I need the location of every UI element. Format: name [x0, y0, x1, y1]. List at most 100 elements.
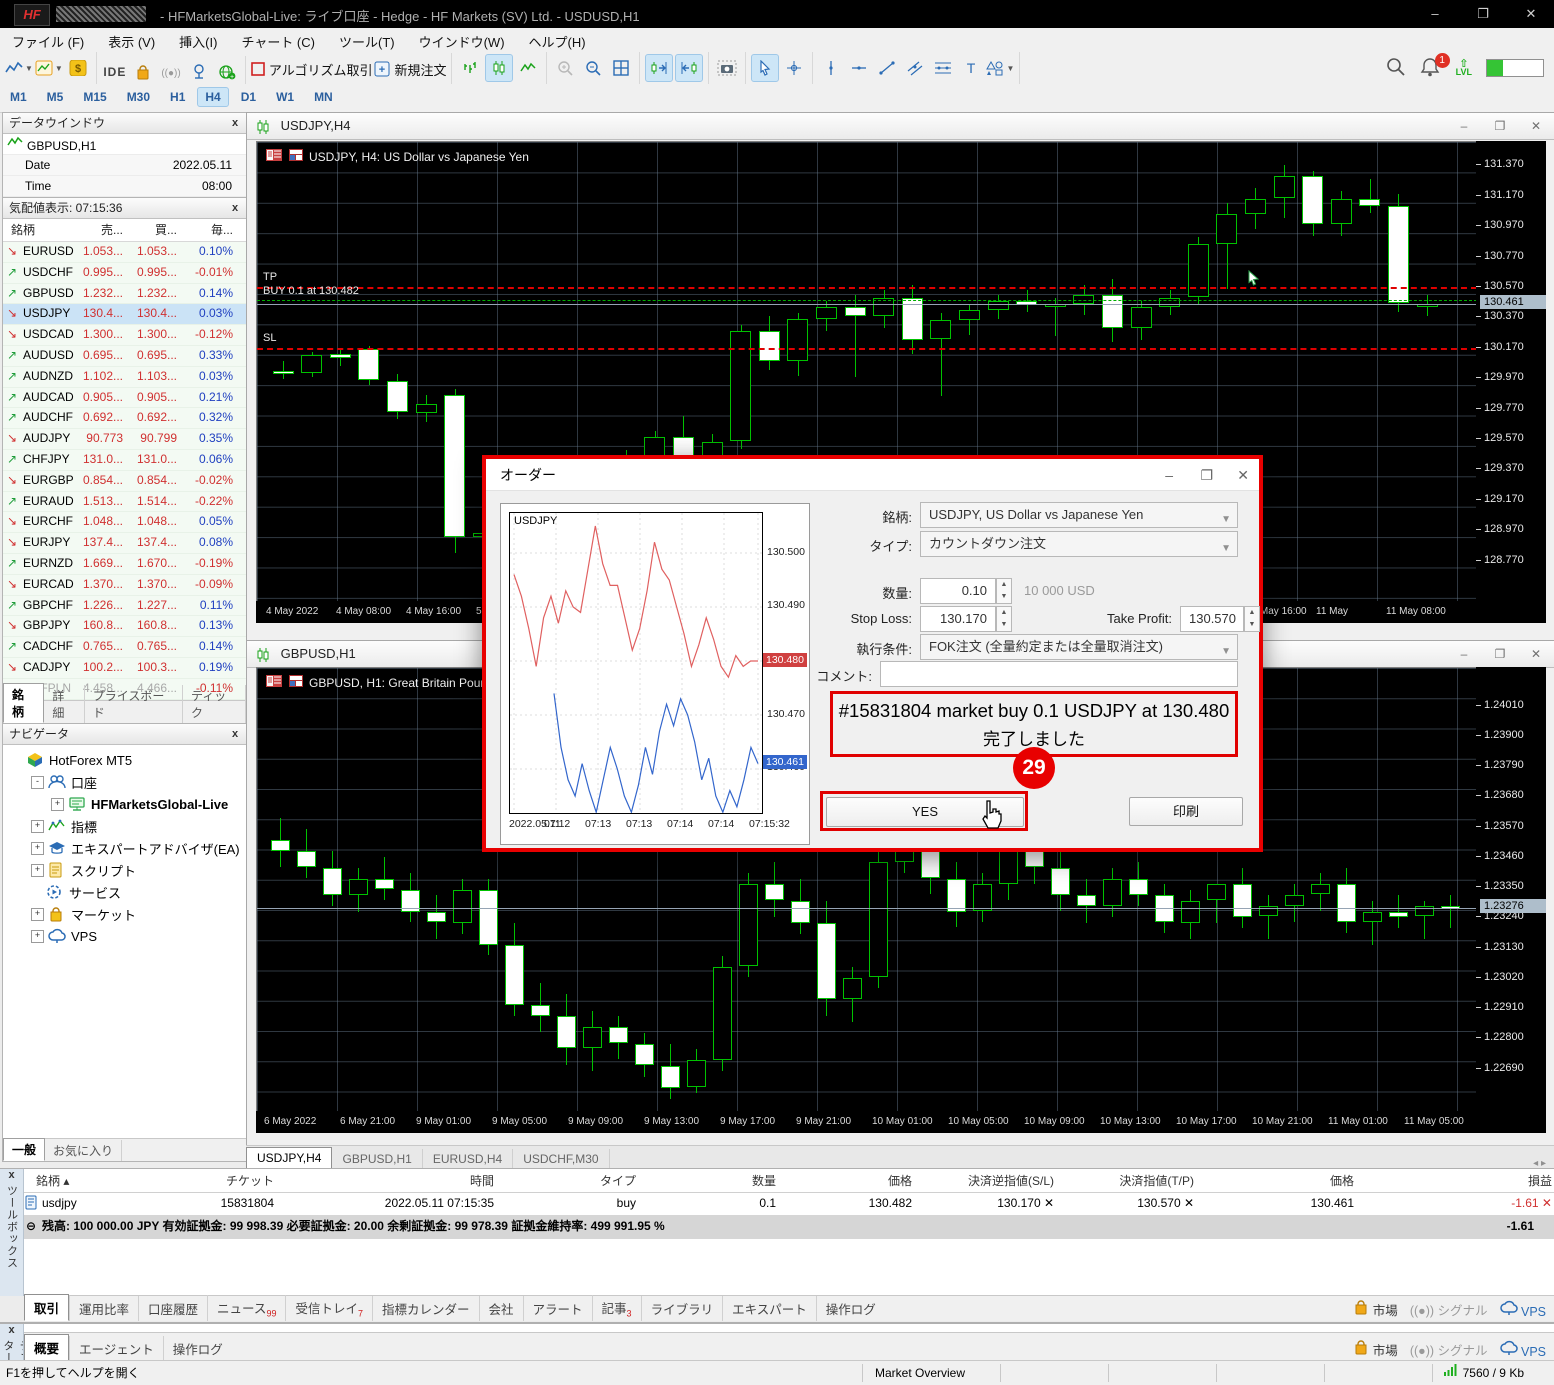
candle-body[interactable]	[635, 1044, 654, 1065]
candle-body[interactable]	[1363, 912, 1382, 922]
auto-scroll-icon[interactable]	[675, 54, 704, 82]
candle-body[interactable]	[873, 298, 894, 316]
market-watch-row-CADJPY[interactable]: ↘ CADJPY 100.2... 100.3... 0.19%	[3, 657, 246, 679]
candle-body[interactable]	[416, 404, 437, 413]
trade-column-5[interactable]: 価格	[887, 1174, 912, 1188]
candle-body[interactable]	[1188, 244, 1209, 297]
toolbox-tab-記事[interactable]: 記事3	[591, 1294, 641, 1321]
timeframe-M30[interactable]: M30	[126, 90, 151, 104]
cursor-icon[interactable]	[751, 54, 780, 82]
candle-body[interactable]	[787, 319, 808, 361]
candle-body[interactable]	[1131, 307, 1152, 328]
profile-icon[interactable]: ▼	[35, 55, 63, 81]
trade-column-6[interactable]: 決済逆指値(S/L)	[967, 1174, 1054, 1188]
chart-window-usdjpy-titlebar[interactable]: USDJPY,H4 – ❐ ✕	[247, 113, 1554, 140]
candle-body[interactable]	[817, 923, 836, 999]
market-watch-header[interactable]: 気配値表示: 07:15:36 x	[3, 198, 246, 219]
candle-body[interactable]	[1259, 906, 1278, 916]
print-button[interactable]: 印刷	[1129, 797, 1243, 826]
candle-body[interactable]	[902, 298, 923, 340]
candle-body[interactable]	[1415, 906, 1434, 916]
take-profit-input[interactable]: 130.570	[1180, 606, 1244, 632]
market-bag-icon[interactable]: 市場	[1353, 1339, 1398, 1359]
close-icon[interactable]: x	[231, 117, 239, 129]
candle-body[interactable]	[713, 967, 732, 1060]
candle-body[interactable]	[661, 1066, 680, 1088]
candle-body[interactable]	[1285, 895, 1304, 906]
volume-input[interactable]: 0.10	[920, 578, 996, 604]
navigator-item[interactable]: + スクリプト	[3, 859, 246, 881]
globe-add-icon[interactable]: +	[214, 59, 240, 85]
candle-body[interactable]	[687, 1060, 706, 1087]
vps-icon[interactable]: VPS	[1499, 1340, 1546, 1359]
toolbox-tab-運用比率[interactable]: 運用比率	[69, 1296, 138, 1321]
data-window-symbol-row[interactable]: GBPUSD,H1	[3, 134, 246, 155]
candle-body[interactable]	[444, 395, 465, 537]
candle-body[interactable]	[973, 884, 992, 911]
candle-body[interactable]	[1331, 199, 1352, 224]
toolbox-tab-エキスパート[interactable]: エキスパート	[722, 1296, 816, 1321]
column-header-2[interactable]: 買...	[154, 223, 177, 237]
candle-body[interactable]	[1216, 214, 1237, 244]
trade-column-3[interactable]: タイプ	[599, 1174, 636, 1188]
data-window-header[interactable]: データウインドウ x	[3, 113, 246, 134]
maximize-button[interactable]: ❐	[1477, 6, 1489, 21]
take-profit-line[interactable]	[257, 287, 1477, 289]
candle-body[interactable]	[644, 437, 665, 456]
expand-plus-icon[interactable]: +	[51, 797, 64, 811]
gbpusd-price-axis[interactable]: 1.24010 1.23900 1.23790 1.23680 1.23570 1.234…	[1476, 667, 1546, 1111]
toolbox-tab-受信トレイ[interactable]: 受信トレイ7	[285, 1294, 372, 1321]
candle-body[interactable]	[1077, 895, 1096, 906]
market-watch-row-EURJPY[interactable]: ↘ EURJPY 137.4... 137.4... 0.08%	[3, 533, 246, 554]
tester-tab-エージェント[interactable]: エージェント	[69, 1336, 163, 1361]
dollar-icon[interactable]: $	[65, 55, 91, 81]
navigator-tab-お気に入り[interactable]: お気に入り	[45, 1140, 123, 1161]
market-watch-row-USDCHF[interactable]: ↗ USDCHF 0.995... 0.995... -0.01%	[3, 262, 246, 284]
timeframe-W1[interactable]: W1	[276, 90, 295, 104]
candle-body[interactable]	[1389, 912, 1408, 917]
candle-body[interactable]	[323, 868, 342, 895]
market-bag-icon[interactable]	[130, 59, 156, 85]
candle-body[interactable]	[1245, 199, 1266, 214]
candle-body[interactable]	[273, 371, 294, 374]
toolbox-tab-会社[interactable]: 会社	[478, 1296, 523, 1321]
bar-chart-icon[interactable]	[457, 55, 483, 81]
trade-profit[interactable]: -1.61 ✕	[1511, 1196, 1552, 1210]
signals-icon[interactable]: ((●)) シグナル	[1409, 1303, 1488, 1318]
menu-item-挿入(I)[interactable]: 挿入(I)	[179, 35, 218, 50]
navigator-item[interactable]: + マーケット	[3, 903, 246, 925]
algo-trading-icon[interactable]: アルゴリズム取引	[251, 56, 372, 82]
market-watch-row-EURGBP[interactable]: ↘ EURGBP 0.854... 0.854... -0.02%	[3, 470, 246, 492]
candle-body[interactable]	[1129, 879, 1148, 895]
market-watch-row-AUDCAD[interactable]: ↗ AUDCAD 0.905... 0.905... 0.21%	[3, 387, 246, 409]
line-chart-icon[interactable]	[515, 55, 541, 81]
market-watch-row-AUDCHF[interactable]: ↗ AUDCHF 0.692... 0.692... 0.32%	[3, 408, 246, 430]
candle-body[interactable]	[739, 884, 758, 966]
expand-plus-icon[interactable]: +	[31, 929, 44, 943]
lvl-upload-icon[interactable]: ⇧ LVL	[1455, 58, 1472, 77]
navigator-item[interactable]: + VPS	[3, 925, 246, 947]
toolbox-vertical-strip[interactable]: x ツールボックス	[0, 1169, 24, 1296]
candle-body[interactable]	[869, 862, 888, 977]
comment-input[interactable]	[880, 661, 1238, 687]
maximize-button[interactable]: ❐	[1494, 119, 1506, 133]
candle-body[interactable]	[1159, 298, 1180, 307]
toolbox-tab-口座履歴[interactable]: 口座履歴	[138, 1296, 207, 1321]
close-icon[interactable]: x	[8, 1169, 15, 1181]
navigator-item[interactable]: + エキスパートアドバイザ(EA)	[3, 837, 246, 859]
vline-icon[interactable]	[818, 55, 844, 81]
volume-stepper[interactable]: ▲ ▼	[996, 578, 1012, 604]
trade-column-0[interactable]: 銘柄 ▴	[36, 1174, 70, 1188]
trade-tp[interactable]: 130.570 ✕	[1137, 1196, 1194, 1210]
candle-body[interactable]	[947, 879, 966, 912]
camera-icon[interactable]	[714, 55, 740, 81]
candle-body[interactable]	[1073, 295, 1094, 304]
timeframe-D1[interactable]: D1	[240, 90, 257, 104]
timeframe-M1[interactable]: M1	[10, 90, 27, 104]
market-watch-row-EURCHF[interactable]: ↘ EURCHF 1.048... 1.048... 0.05%	[3, 512, 246, 534]
candle-body[interactable]	[453, 890, 472, 923]
close-button[interactable]: ✕	[1530, 119, 1542, 133]
notifications-bell-icon[interactable]: 1	[1420, 52, 1450, 80]
candle-body[interactable]	[375, 879, 394, 889]
market-watch-tab-プライスボード[interactable]: プライスボード	[85, 685, 184, 723]
